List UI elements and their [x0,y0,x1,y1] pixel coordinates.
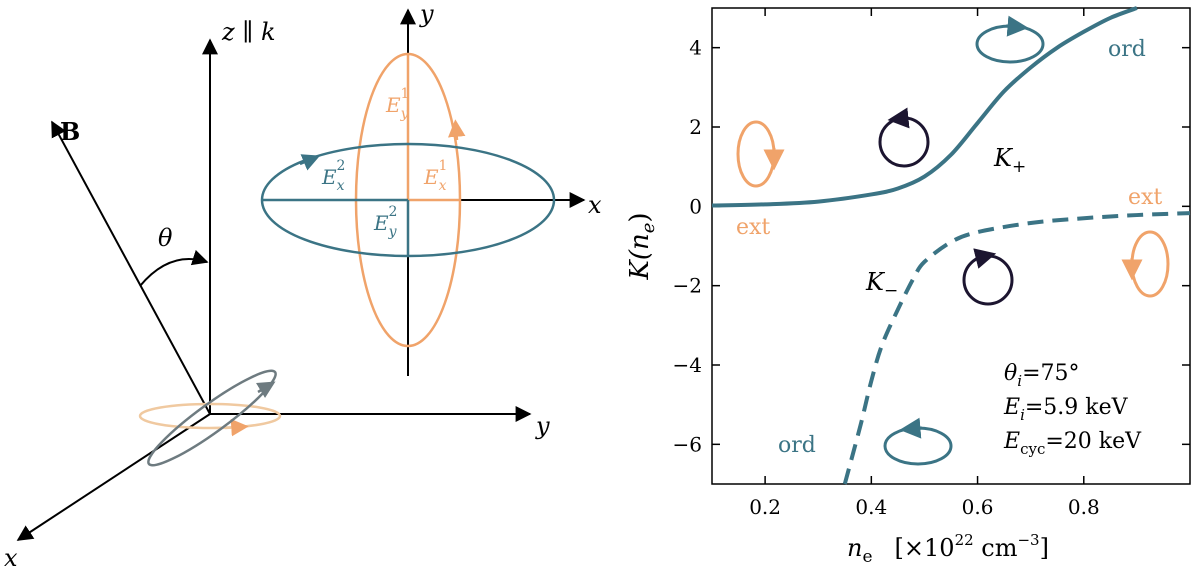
y-tick-label: 2 [689,115,702,139]
orange-ellipse-arrow [448,119,466,141]
ext-right-ellipse-icon [1130,230,1170,298]
b-field-label: B [60,117,80,146]
k-minus-label: K− [865,268,898,301]
x-tick-label: 0.2 [749,495,781,519]
ey1-label: Ey1 [385,86,410,122]
polarization-diagram: z ∥ k y x B θ x y Ey1 Ex1 Ex2 [4,0,602,572]
ext-right-label: ext [1128,185,1162,210]
k-minus-circle-icon [962,254,1014,306]
k-plus-circle-arrow [887,107,910,129]
ey2-label: Ey2 [373,204,398,240]
y-tick-label: −6 [673,432,702,456]
y-axis-label: y [535,412,550,440]
energy-annotation: Ei=5.9 keV [1003,395,1129,424]
small-gray-ellipse [147,369,277,467]
x-axis-title: ne [×1022 cm−3] [847,531,1049,567]
k-plus-label: K+ [993,144,1026,177]
k-minus-curve [842,211,1191,485]
y-tick-label: −2 [673,274,702,298]
ext-left-label: ext [736,215,770,240]
x-tick-label: 0.6 [962,495,994,519]
theta-label: θ [158,224,173,252]
y-tick-label: 0 [689,194,702,218]
theta-arc [139,249,209,287]
b-field-vector [51,120,211,415]
small-gray-arrow [255,381,276,399]
ex1-label: Ex1 [423,158,447,194]
x-tick-label: 0.8 [1068,495,1100,519]
small-orange-ellipse [138,402,282,430]
ord-bottom-arrow [899,417,923,439]
ext-left-ellipse-icon [736,120,776,188]
small-orange-arrow [224,418,249,437]
ord-top-arrow [1005,15,1029,37]
k-plus-curve [711,6,1138,208]
ord-bottom-label: ord [778,433,816,458]
inset-x-label: x [588,191,602,219]
k-minus-circle-arrow [973,248,997,269]
ord-bottom-ellipse-icon [883,426,953,466]
x-tick-label: 0.4 [855,495,887,519]
x-axis [16,413,211,541]
inset-y-label: y [419,0,434,28]
chart-series [711,6,1191,485]
y-axis-title: K(ne) [625,212,659,280]
ex2-label: Ex2 [321,158,345,194]
k-chart: 0.2 0.4 0.6 0.8 −6 −4 −2 0 2 4 K(ne) ne [×1022 cm−… [625,6,1191,567]
x-axis-label: x [4,544,18,572]
k-plus-circle-icon [878,116,930,168]
theta-annotation: θi=75° [1004,361,1080,390]
plot-frame [711,7,1191,485]
y-tick-label: 4 [689,36,702,60]
ord-top-ellipse-icon [975,24,1045,64]
y-tick-label: −4 [673,353,702,377]
z-axis-label: z ∥ k [221,18,276,46]
ecyc-annotation: Ecyc=20 keV [1003,429,1142,458]
axis-ticks: 0.2 0.4 0.6 0.8 −6 −4 −2 0 2 4 [673,8,1190,519]
ord-top-label: ord [1108,37,1146,62]
teal-ellipse-arrow [299,154,321,171]
